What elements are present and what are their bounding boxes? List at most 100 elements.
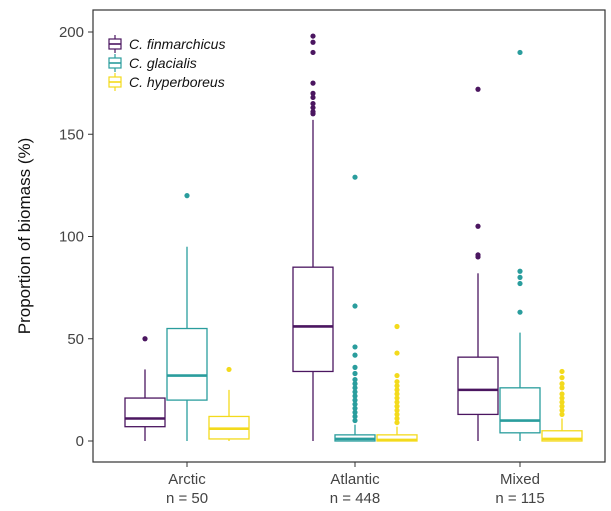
box-iqr [292,266,334,373]
outlier-point [352,344,358,350]
outlier-point [517,274,523,280]
outlier-point [352,370,358,377]
y-axis: 0 50 100 150 200 [59,24,93,450]
outlier-point [310,94,316,101]
outlier-point [517,268,523,274]
outlier-point [352,417,358,424]
outlier-point [184,193,190,199]
outlier-point [475,252,481,258]
outlier-point [559,381,565,387]
box-iqr [499,387,541,434]
outlier-point [352,381,358,387]
outlier-point [352,174,358,180]
x-tick-sample-size: n = 50 [166,490,208,507]
outlier-point [352,409,358,415]
outlier-point [352,405,358,411]
outlier-point [310,105,316,111]
y-tick-label: 50 [67,331,84,348]
legend-label: C. glacialis [129,55,197,71]
x-tick-label: Mixed [500,471,540,488]
box [124,336,166,441]
box [541,368,583,442]
outlier-point [310,100,316,107]
legend-item: C. glacialis [108,54,197,72]
box-series-group [124,33,583,442]
series-c-hyperboreus [208,323,583,442]
box [208,366,250,441]
outlier-point [394,403,400,409]
outlier-point [559,395,565,401]
outlier-point [352,385,358,391]
outlier-point [310,49,316,56]
y-tick-label: 0 [76,433,84,450]
outlier-point [517,280,523,287]
x-tick-sample-size: n = 448 [330,490,380,507]
outlier-point [310,33,316,39]
outlier-point [394,387,400,393]
outlier-point [559,399,565,405]
x-tick-label: Arctic [168,471,206,488]
outlier-point [352,393,358,399]
outlier-point [559,368,565,375]
outlier-point [394,350,400,356]
box-iqr [124,397,166,428]
outlier-point [517,309,523,315]
box [499,49,541,441]
box-iqr [166,327,208,401]
outlier-point [394,379,400,385]
outlier-point [559,411,565,418]
box-iqr [457,356,499,416]
y-tick-label: 150 [59,126,84,143]
outlier-point [394,383,400,389]
outlier-point [475,223,481,229]
outlier-point [559,385,565,391]
outlier-point [352,377,358,383]
outlier-point [352,397,358,403]
outlier-point [475,86,481,92]
outlier-point [394,407,400,413]
outlier-point [559,391,565,397]
outlier-point [394,372,400,379]
y-axis-title: Proportion of biomass (%) [15,138,34,335]
legend-label: C. finmarchicus [129,36,225,52]
outlier-point [352,352,358,358]
outlier-point [142,336,148,342]
outlier-point [394,419,400,426]
box [292,33,334,441]
outlier-point [394,411,400,418]
legend-label: C. hyperboreus [129,74,225,90]
series-c-finmarchicus [124,33,499,441]
outlier-point [310,109,316,115]
outlier-point [310,39,316,45]
outlier-point [352,303,358,309]
outlier-point [310,80,316,86]
outlier-point [310,90,316,96]
legend: C. finmarchicus C. glacialis C. hyperboreu… [108,35,225,91]
outlier-point [517,49,523,56]
box [457,86,499,441]
outlier-point [352,364,358,370]
series-c-glacialis [166,49,541,442]
box [376,323,418,442]
legend-item: C. finmarchicus [108,35,225,53]
outlier-point [352,389,358,395]
box [334,174,376,442]
x-tick-sample-size: n = 115 [495,490,544,507]
outlier-point [352,413,358,420]
outlier-point [226,366,232,373]
x-tick-label: Atlantic [330,471,380,488]
outlier-point [394,391,400,397]
outlier-point [559,403,565,409]
outlier-point [394,395,400,401]
box [166,193,208,441]
outlier-point [394,323,400,330]
box-iqr [541,430,583,442]
outlier-point [394,399,400,405]
legend-item: C. hyperboreus [108,73,225,91]
outlier-point [559,407,565,413]
y-tick-label: 100 [59,229,84,246]
x-axis: Arctic n = 50 Atlantic n = 448 Mixed n = 115 [166,462,545,507]
outlier-point [559,375,565,381]
y-tick-label: 200 [59,24,84,41]
